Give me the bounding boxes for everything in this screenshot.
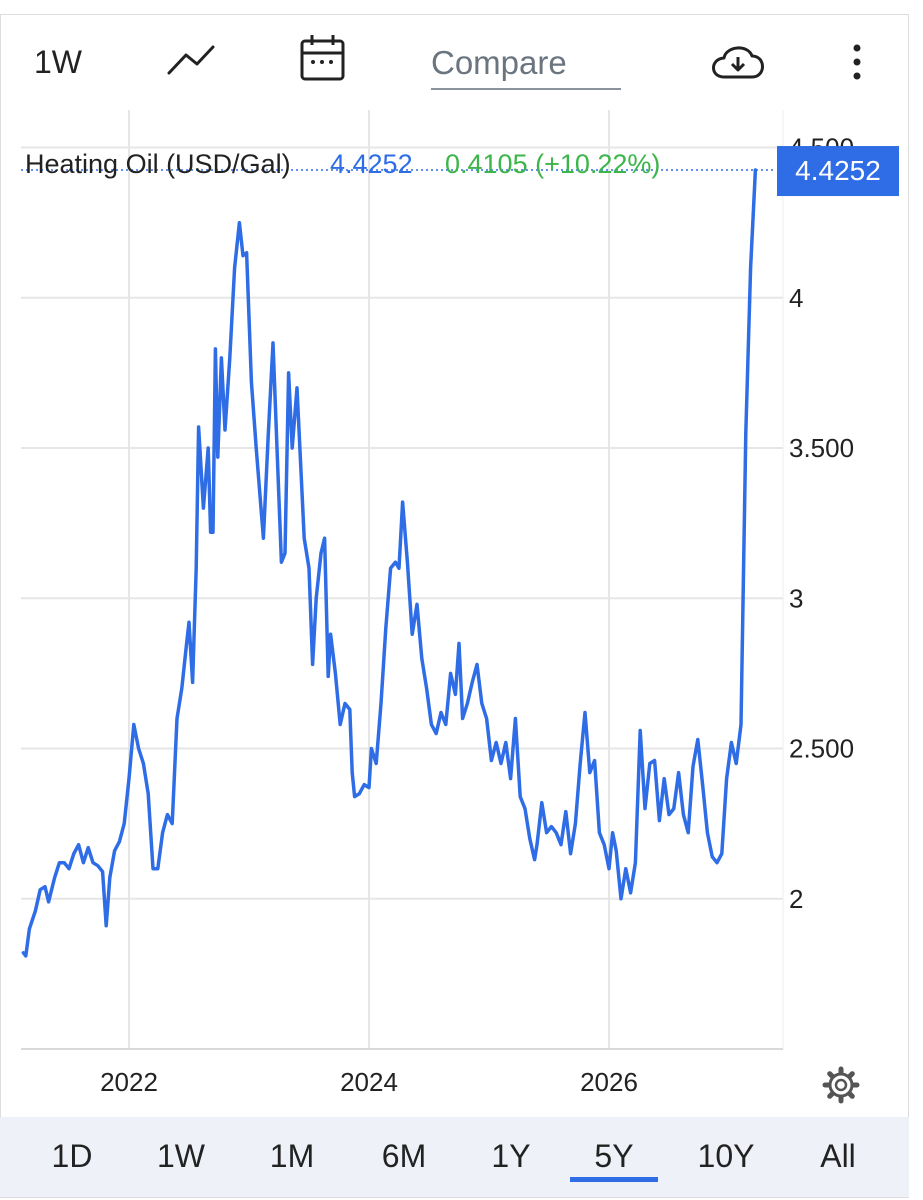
range-buttons: 1D 1W 1M 6M 1Y 5Y 10Y All bbox=[52, 1138, 856, 1182]
y-tick-label: 2.500 bbox=[789, 734, 854, 764]
legend-change: 0.4105 (+10.22%) bbox=[445, 149, 660, 179]
range-button-5y[interactable]: 5Y bbox=[594, 1138, 633, 1174]
range-button-10y[interactable]: 10Y bbox=[698, 1138, 755, 1174]
x-axis-ticks: 2022 2024 2026 bbox=[100, 1067, 638, 1097]
range-button-1w[interactable]: 1W bbox=[157, 1138, 206, 1174]
y-tick-label: 3 bbox=[789, 583, 803, 613]
compare-input[interactable]: Compare bbox=[431, 44, 567, 81]
gear-icon[interactable] bbox=[822, 1066, 860, 1104]
range-button-1y[interactable]: 1Y bbox=[491, 1138, 530, 1174]
x-tick-label: 2022 bbox=[100, 1067, 158, 1097]
cloud-download-icon[interactable] bbox=[712, 46, 764, 79]
y-tick-label: 3.500 bbox=[789, 433, 854, 463]
legend: Heating Oil (USD/Gal) 4.4252 0.4105 (+10… bbox=[25, 149, 660, 179]
y-tick-label: 2 bbox=[789, 884, 803, 914]
last-price-badge-bg bbox=[777, 146, 899, 197]
last-price-badge: 4.4252 bbox=[777, 146, 899, 197]
legend-price: 4.4252 bbox=[330, 149, 413, 179]
range-button-all[interactable]: All bbox=[820, 1138, 856, 1174]
vertical-grid bbox=[128, 110, 784, 1049]
range-button-1d[interactable]: 1D bbox=[52, 1138, 93, 1174]
x-tick-label: 2024 bbox=[340, 1067, 398, 1097]
card-border bbox=[0, 14, 909, 1198]
calendar-icon[interactable] bbox=[300, 35, 345, 81]
range-bar bbox=[0, 1117, 909, 1197]
range-button-1m[interactable]: 1M bbox=[270, 1138, 314, 1174]
more-vertical-icon[interactable] bbox=[853, 44, 861, 80]
range-button-6m[interactable]: 6M bbox=[382, 1138, 426, 1174]
interval-button[interactable]: 1W bbox=[34, 44, 83, 80]
legend-name: Heating Oil (USD/Gal) bbox=[25, 149, 291, 179]
last-price-label: 4.4252 bbox=[795, 155, 881, 186]
x-tick-label: 2026 bbox=[580, 1067, 638, 1097]
series-line-heating-oil bbox=[21, 168, 758, 958]
y-tick-label: 4 bbox=[789, 283, 803, 313]
toolbar: 1W Compare bbox=[34, 35, 861, 90]
line-chart-icon[interactable] bbox=[167, 45, 215, 75]
horizontal-grid bbox=[21, 146, 783, 900]
range-active-underline bbox=[570, 1177, 658, 1182]
